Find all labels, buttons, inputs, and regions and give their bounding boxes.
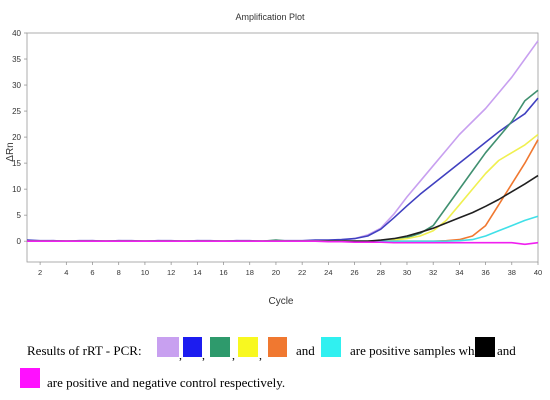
- cyan-swatch: [321, 337, 341, 357]
- y-tick-label: 40: [12, 29, 21, 38]
- x-tick-label: 34: [455, 268, 463, 277]
- x-tick-label: 28: [377, 268, 385, 277]
- separator: ,: [202, 348, 205, 362]
- x-tick-label: 12: [167, 268, 175, 277]
- x-tick-label: 16: [219, 268, 227, 277]
- caption-control-text: are positive and negative control respec…: [47, 375, 286, 390]
- caption-positive-text: are positive samples while: [350, 343, 488, 358]
- black-swatch: [475, 337, 495, 357]
- series-lines: [26, 40, 539, 246]
- y-axis-ticks: 0 5 10 15 20 25 30 35 40: [12, 29, 27, 246]
- y-tick-label: 25: [12, 107, 21, 116]
- x-axis-label: Cycle: [268, 296, 293, 307]
- series-line-8: [27, 240, 539, 246]
- x-tick-label: 22: [298, 268, 306, 277]
- x-tick-label: 20: [272, 268, 280, 277]
- separator: ,: [232, 348, 235, 362]
- x-tick-label: 36: [481, 268, 489, 277]
- y-axis-label: ΔRn: [5, 142, 16, 161]
- x-tick-label: 40: [534, 268, 542, 277]
- y-tick-label: 30: [12, 81, 21, 90]
- x-tick-label: 8: [117, 268, 121, 277]
- orange-swatch: [268, 337, 287, 357]
- caption-line-2: are positive and negative control respec…: [0, 368, 550, 392]
- y-tick-label: 20: [12, 133, 21, 142]
- y-tick-label: 15: [12, 159, 21, 168]
- x-tick-label: 24: [324, 268, 332, 277]
- y-tick-label: 35: [12, 55, 21, 64]
- magenta-swatch: [20, 368, 40, 388]
- y-tick-label: 0: [17, 237, 22, 246]
- blue-swatch: [183, 337, 202, 357]
- lavender-swatch: [157, 337, 179, 357]
- caption-and-1: and: [296, 343, 315, 358]
- y-tick-label: 5: [17, 211, 22, 220]
- green-swatch: [210, 337, 230, 357]
- x-tick-label: 30: [403, 268, 411, 277]
- x-tick-label: 2: [38, 268, 42, 277]
- x-tick-label: 14: [193, 268, 201, 277]
- caption-and-2: and: [497, 343, 516, 358]
- amplification-plot: Amplification Plot ΔRn Cycle 0 5 10 15 20 25 3…: [5, 12, 542, 307]
- x-tick-label: 32: [429, 268, 437, 277]
- x-tick-label: 38: [508, 268, 516, 277]
- separator: ,: [259, 348, 262, 362]
- x-tick-label: 26: [350, 268, 358, 277]
- y-tick-label: 10: [12, 185, 21, 194]
- yellow-swatch: [238, 337, 258, 357]
- separator: ,: [179, 348, 182, 362]
- x-tick-label: 10: [141, 268, 149, 277]
- caption-line-1: Results of rRT - PCR: , , , , and are po…: [0, 337, 550, 361]
- x-tick-label: 6: [90, 268, 94, 277]
- x-axis-ticks: 2 4 6 8 10 12 14 16 18 20 22 24 26 28 30 32 34 36 38 40: [38, 262, 542, 277]
- chart-title: Amplification Plot: [235, 12, 305, 22]
- x-tick-label: 18: [246, 268, 254, 277]
- x-tick-label: 4: [64, 268, 68, 277]
- plot-area: [26, 32, 539, 263]
- caption-prefix: Results of rRT - PCR:: [27, 343, 142, 358]
